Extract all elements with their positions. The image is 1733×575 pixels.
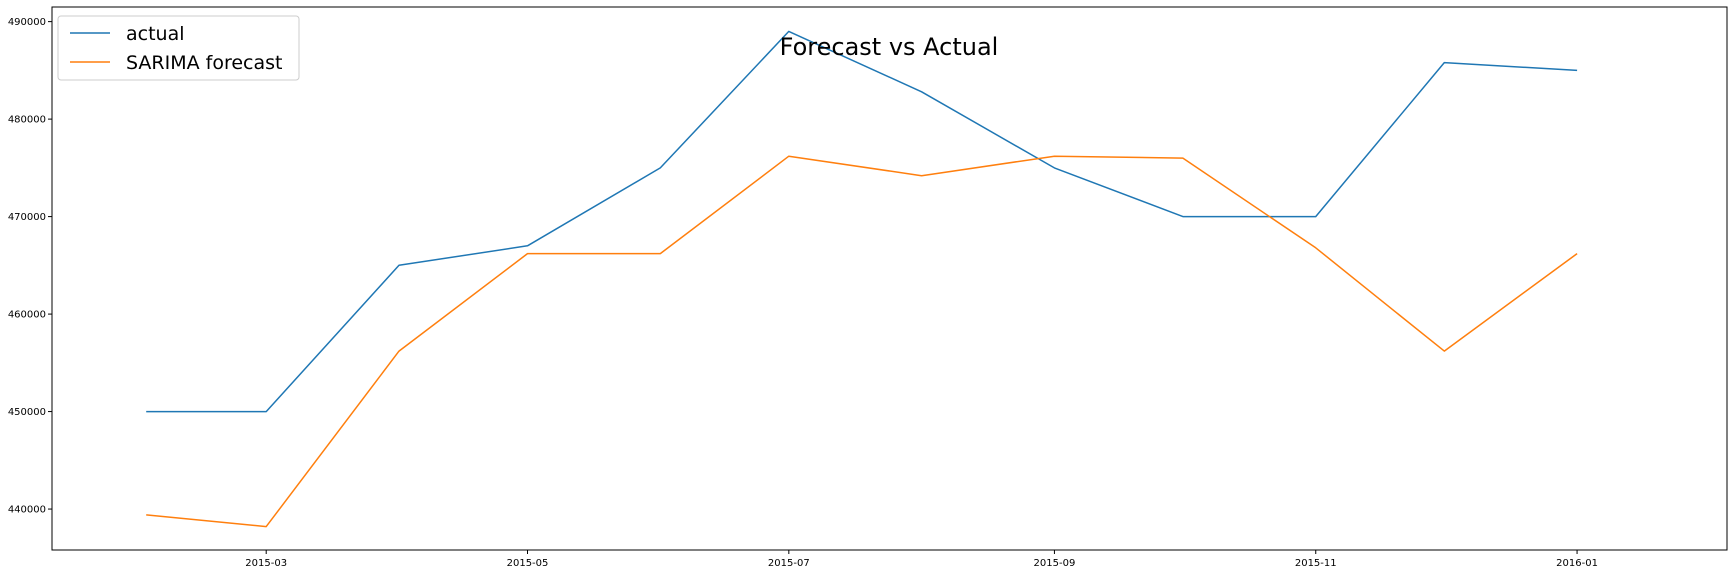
y-tick-label: 490000 [8, 17, 46, 28]
series-line-actual [146, 30, 1578, 413]
y-tick-label: 460000 [8, 310, 46, 321]
x-tick-label: 2015-05 [507, 558, 549, 569]
x-tick-label: 2015-03 [245, 558, 287, 569]
series-line-sarima-forecast [146, 155, 1578, 528]
series-layer [146, 30, 1578, 528]
x-tick-label: 2015-07 [768, 558, 810, 569]
y-tick-label: 470000 [8, 212, 46, 223]
legend-label-sarima-forecast: SARIMA forecast [126, 52, 282, 74]
legend-box [57, 15, 300, 81]
y-tick-label: 480000 [8, 115, 46, 126]
y-tick-label: 450000 [8, 407, 46, 418]
legend-label-actual: actual [126, 23, 185, 45]
y-axis: 440000 450000 460000 470000 480000 490000 [8, 17, 52, 516]
y-tick-label: 440000 [8, 505, 46, 516]
x-tick-label: 2015-09 [1034, 558, 1076, 569]
chart-title: Forecast vs Actual [780, 33, 999, 61]
legend: actual SARIMA forecast [57, 15, 300, 81]
x-tick-label: 2015-11 [1295, 558, 1337, 569]
x-tick-label: 2016-01 [1556, 558, 1598, 569]
plot-frame [51, 6, 1728, 551]
x-axis: 2015-03 2015-05 2015-07 2015-09 2015-11 2016-… [245, 550, 1598, 569]
